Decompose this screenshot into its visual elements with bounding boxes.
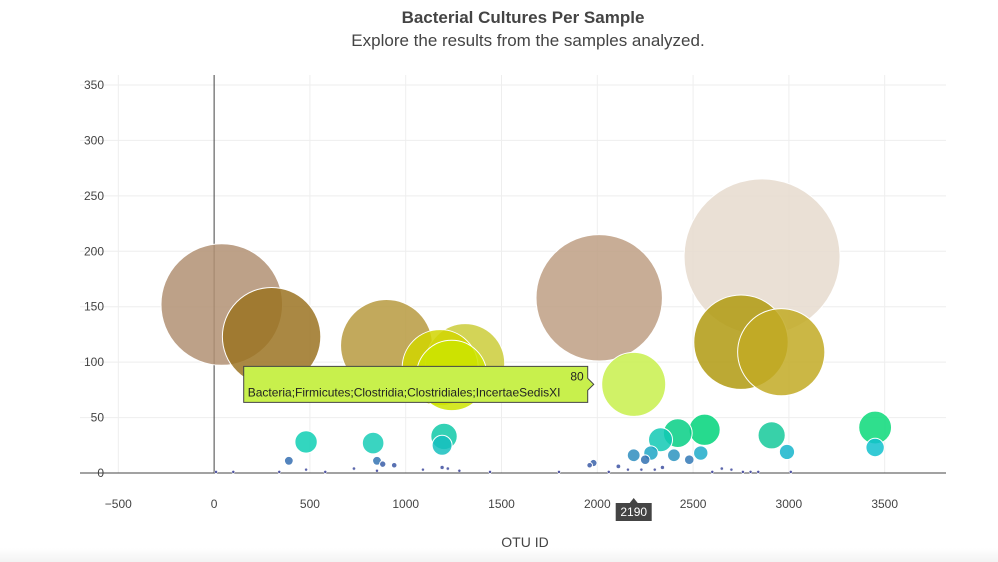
bubble-point[interactable] <box>757 421 786 450</box>
bubble-point[interactable] <box>748 470 753 474</box>
x-tick-label: 2000 <box>584 497 611 511</box>
bubble-point[interactable] <box>323 470 327 474</box>
hover-value: 80 <box>570 369 584 383</box>
bubble-point[interactable] <box>283 455 294 466</box>
bubble-point[interactable] <box>660 465 665 470</box>
hover-box <box>243 365 595 403</box>
chart-subtitle: Explore the results from the samples ana… <box>351 31 705 50</box>
chart-title: Bacterial Cultures Per Sample <box>401 8 645 27</box>
axes: −500 0 500 1000 1500 2000 2500 3000 350005010015… <box>80 75 946 511</box>
bubble-point[interactable] <box>431 434 453 456</box>
bubble-point[interactable] <box>741 470 745 474</box>
bubble-point[interactable] <box>626 467 630 472</box>
bubble-point[interactable] <box>231 470 236 474</box>
bubble-point[interactable] <box>379 460 387 468</box>
bubble-point[interactable] <box>648 427 674 453</box>
bubble-point[interactable] <box>778 443 796 461</box>
bubble-point[interactable] <box>352 466 356 471</box>
x-spike-label-box <box>615 498 652 521</box>
y-tick-label: 350 <box>84 78 104 92</box>
bubble-point[interactable] <box>361 431 385 455</box>
x-tick-label: −500 <box>105 497 132 511</box>
bubble-point[interactable] <box>439 465 445 470</box>
y-tick-label: 300 <box>84 133 104 147</box>
y-tick-label: 250 <box>84 189 104 203</box>
window-bottom-edge <box>0 548 998 562</box>
bubble-point[interactable] <box>607 470 611 474</box>
bubble-point[interactable] <box>586 461 593 469</box>
bubble-point[interactable] <box>488 470 492 474</box>
x-tick-label: 1000 <box>392 497 419 511</box>
bubble-point[interactable] <box>653 467 657 472</box>
x-tick-label: 3500 <box>871 497 898 511</box>
bubble-point[interactable] <box>729 467 734 472</box>
bubble-point[interactable] <box>615 463 622 470</box>
bubble-point[interactable] <box>639 467 644 472</box>
y-tick-label: 50 <box>91 411 105 425</box>
bubble-point[interactable] <box>557 470 561 474</box>
bubble-point[interactable] <box>639 454 651 465</box>
bubble-point[interactable] <box>710 470 715 474</box>
bubble-point[interactable] <box>626 448 641 463</box>
bubble-point[interactable] <box>214 470 218 474</box>
bubble-point[interactable] <box>304 467 308 472</box>
x-tick-label: 0 <box>211 497 218 511</box>
bubble-point[interactable] <box>789 470 793 474</box>
y-tick-label: 100 <box>84 355 104 369</box>
x-tick-label: 2500 <box>680 497 707 511</box>
bubble-point[interactable] <box>693 445 709 461</box>
bubble-point[interactable] <box>421 467 425 472</box>
y-tick-label: 200 <box>84 244 104 258</box>
bubble-point[interactable] <box>688 413 721 446</box>
bubble-point[interactable] <box>719 466 724 471</box>
x-tick-label: 3000 <box>776 497 803 511</box>
x-tick-label: 1500 <box>488 497 515 511</box>
x-axis-title: OTU ID <box>501 534 548 550</box>
bubble-point[interactable] <box>865 437 885 458</box>
bubble-point[interactable] <box>446 466 450 471</box>
bubble-point[interactable] <box>601 351 667 417</box>
hover-text: Bacteria;Firmicutes;Clostridia;Clostridi… <box>248 385 561 399</box>
bubble-point[interactable] <box>457 469 462 473</box>
bubble-point[interactable] <box>535 234 663 362</box>
bubble-point[interactable] <box>683 454 695 465</box>
bubble-point[interactable] <box>277 470 282 474</box>
bubble-point[interactable] <box>294 430 318 454</box>
hover-tooltip: 80 Bacteria;Firmicutes;Clostridia;Clostri… <box>243 365 652 521</box>
bubble-point[interactable] <box>756 470 760 474</box>
y-tick-label: 150 <box>84 300 104 314</box>
x-tick-label: 500 <box>300 497 320 511</box>
bubble-point[interactable] <box>737 308 826 397</box>
bubble-point[interactable] <box>667 448 681 463</box>
bubble-series[interactable] <box>160 178 893 474</box>
x-spike-label: 2190 <box>620 505 647 519</box>
bubble-point[interactable] <box>390 461 398 469</box>
bubble-point[interactable] <box>375 469 379 473</box>
